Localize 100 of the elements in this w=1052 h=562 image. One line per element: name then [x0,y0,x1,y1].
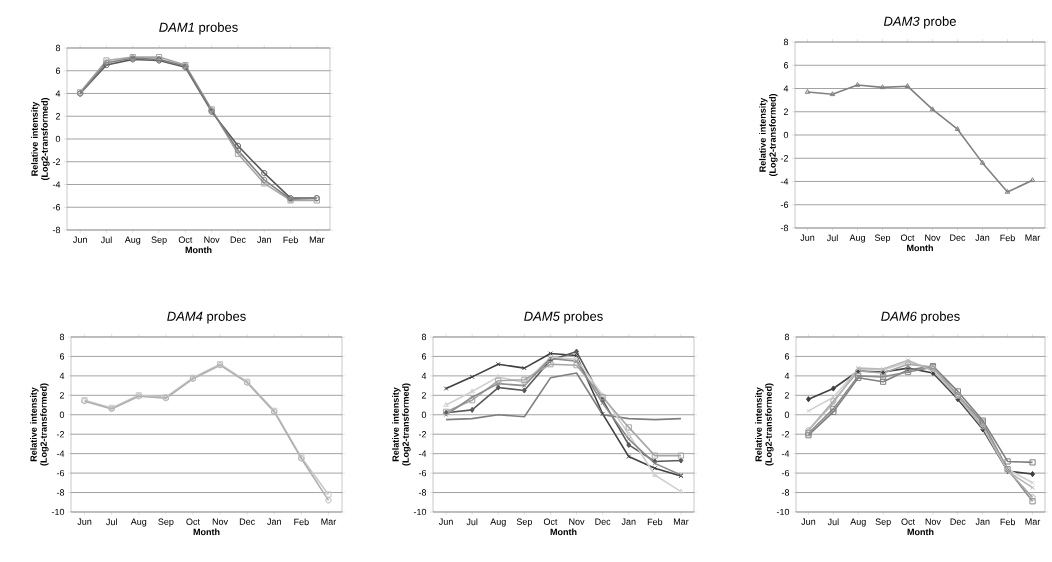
y-tick-label: -4 [52,181,61,188]
y-tick-label: -4 [780,178,789,185]
y-axis-title: Relative intensity (Log2-transformed) [31,97,50,181]
x-tick-label: Oct [901,518,915,525]
x-tick-label: Jan [975,234,990,241]
x-tick-label: Mar [673,518,689,525]
x-tick-label: Jun [77,518,92,525]
y-axis-title: Relative intensity (Log2-transformed) [755,383,774,466]
y-tick-label: 0 [59,411,65,418]
x-tick-label: Aug [850,518,866,527]
y-axis-title: Relative intensity (Log2-transformed) [30,383,49,466]
x-tick-label: Oct [900,234,915,241]
y-tick-label: 0 [783,131,789,139]
y-tick-label: 4 [55,90,61,97]
y-tick-label: 6 [784,353,790,360]
x-axis-title: Month [185,246,212,254]
y-axis-title: Relative intensity (Log2-transformed) [392,383,411,466]
y-tick-label: -2 [418,431,427,438]
x-tick-label: Feb [1000,234,1015,242]
y-tick-label: 8 [784,333,790,341]
x-tick-label: Mar [321,518,337,525]
x-axis-title: Month [907,244,933,252]
x-tick-label: Feb [1000,518,1016,526]
y-tick-label: 6 [783,62,789,69]
y-tick-label: 0 [784,411,790,418]
x-tick-label: Jan [257,236,271,243]
y-tick-label: -4 [56,450,65,457]
x-tick-label: Aug [124,236,141,245]
chart-title: DAM5 probes [524,311,603,324]
y-tick-label: 6 [421,353,427,360]
y-tick-label: 8 [59,333,65,341]
y-tick-label: 8 [55,44,61,52]
x-axis-title: Month [193,528,220,536]
y-tick-label: -4 [418,450,427,457]
y-tick-label: -10 [413,508,427,516]
y-tick-label: 0 [421,411,427,418]
y-tick-label: 0 [55,135,61,143]
x-tick-label: Nov [204,236,220,243]
x-tick-label: Oct [178,236,193,243]
x-tick-label: Nov [925,518,941,525]
y-tick-label: 2 [55,113,61,120]
x-tick-label: Jul [100,236,112,244]
x-tick-label: Jun [801,518,816,525]
x-tick-label: Jan [975,518,990,525]
y-tick-label: -2 [56,431,65,438]
y-tick-label: 2 [784,392,790,399]
x-tick-label: Jan [267,518,281,525]
y-tick-label: 2 [783,108,789,115]
y-tick-label: -2 [52,158,61,165]
y-tick-label: -2 [780,155,789,162]
x-tick-label: Feb [294,518,309,526]
y-tick-label: -6 [418,469,427,477]
y-tick-label: -6 [56,469,65,477]
chart-title: DAM1 probes [159,22,238,35]
chart-title: DAM6 probes [881,311,960,324]
x-axis-title: Month [550,528,577,536]
y-tick-label: 8 [783,38,789,46]
y-tick-label: -6 [52,204,61,211]
x-tick-label: Nov [569,518,585,525]
y-tick-label: -8 [56,489,65,496]
y-tick-label: -6 [781,469,790,477]
x-tick-label: Jun [800,234,815,241]
x-tick-label: Feb [647,518,663,526]
x-tick-label: Dec [595,518,611,525]
x-tick-label: Aug [130,518,147,527]
y-tick-label: 6 [59,353,65,360]
x-tick-label: Mar [1025,518,1041,525]
x-tick-label: Oct [186,518,200,525]
x-tick-label: Jan [621,518,636,525]
x-tick-label: Feb [283,236,298,244]
x-tick-label: Dec [950,234,966,241]
x-tick-label: Oct [543,518,558,525]
chart-title: DAM3 probe [883,16,956,29]
x-tick-label: Sep [516,518,532,527]
x-tick-label: Jul [106,518,117,526]
x-tick-label: Nov [212,518,229,525]
y-tick-label: -4 [781,450,790,457]
y-axis-title: Relative intensity (Log2-transformed) [759,93,778,177]
x-tick-label: Nov [925,234,941,241]
x-tick-label: Sep [151,236,167,245]
y-tick-label: 4 [59,372,65,379]
x-tick-label: Sep [875,518,891,527]
y-tick-label: 2 [59,392,65,399]
x-tick-label: Jun [438,518,453,525]
x-tick-label: Jul [827,518,839,526]
x-tick-label: Mar [1025,234,1041,241]
x-tick-label: Aug [490,518,506,527]
y-tick-label: 6 [55,67,61,74]
x-axis-title: Month [907,528,934,536]
x-tick-label: Sep [158,518,174,527]
x-tick-label: Aug [849,234,865,243]
x-tick-label: Dec [950,518,966,525]
y-tick-label: -2 [781,431,790,438]
y-tick-label: 8 [421,333,427,341]
chart-title: DAM4 probes [167,311,246,324]
y-tick-label: -10 [51,508,65,516]
y-tick-label: -8 [418,489,427,496]
x-tick-label: Dec [239,518,255,525]
y-tick-label: -10 [776,508,790,516]
y-tick-label: 4 [421,372,427,379]
